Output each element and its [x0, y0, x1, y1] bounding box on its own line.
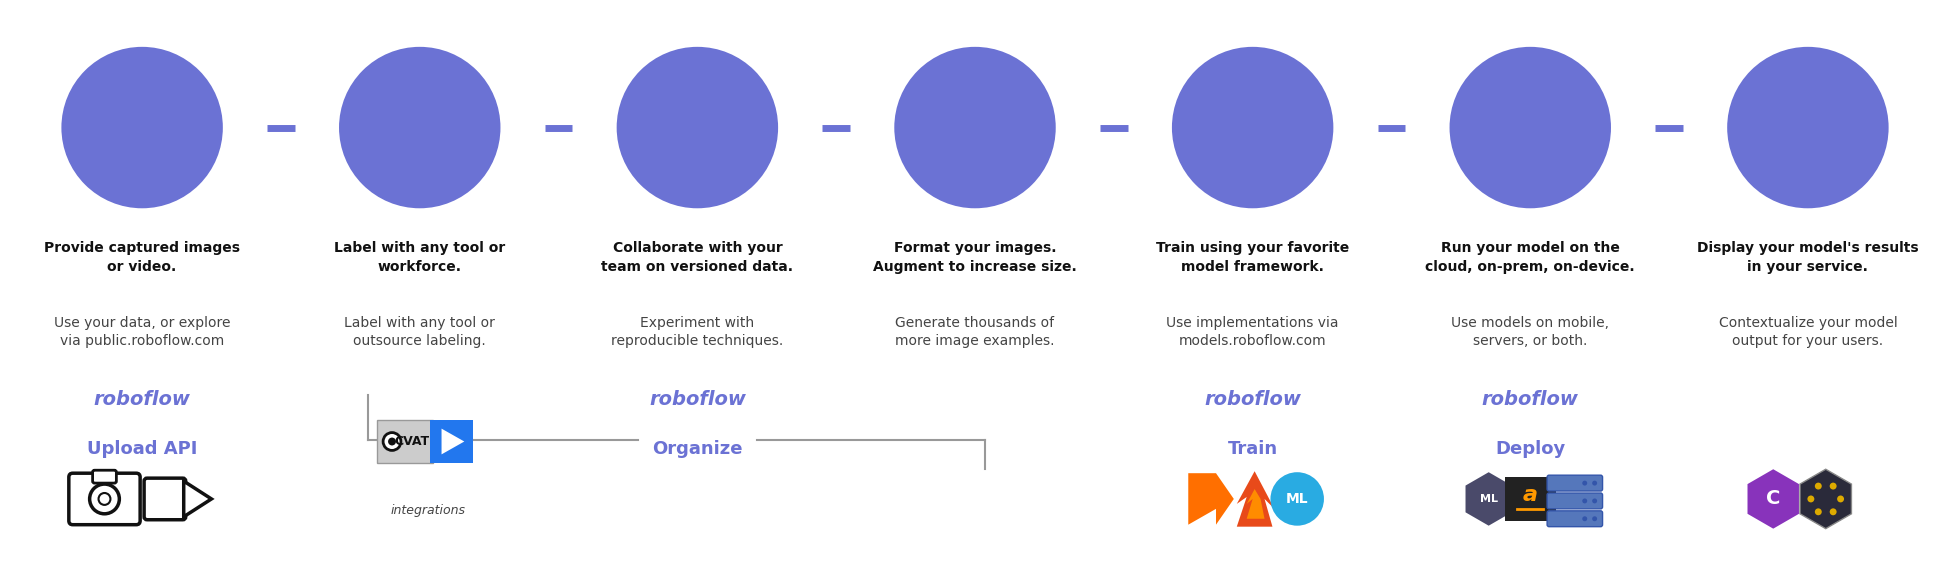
Polygon shape: [1800, 469, 1850, 529]
Circle shape: [1583, 498, 1587, 503]
FancyBboxPatch shape: [1548, 475, 1603, 491]
Polygon shape: [1747, 469, 1800, 529]
Text: Upload API: Upload API: [88, 439, 197, 457]
Text: Deploy: Deploy: [1495, 439, 1566, 457]
Text: Train: Train: [1228, 439, 1279, 457]
Text: Collaborate with your
team on versioned data.: Collaborate with your team on versioned …: [601, 241, 793, 274]
Text: Organize: Organize: [634, 116, 761, 139]
Text: Run your model on the
cloud, on-prem, on-device.: Run your model on the cloud, on-prem, on…: [1425, 241, 1636, 274]
FancyBboxPatch shape: [377, 420, 433, 463]
Circle shape: [1452, 50, 1608, 205]
Circle shape: [621, 50, 775, 205]
Text: Train using your favorite
model framework.: Train using your favorite model framewor…: [1156, 241, 1349, 274]
Text: Collect: Collect: [94, 116, 191, 139]
Circle shape: [1815, 483, 1821, 490]
Text: Use your data, or explore
via public.roboflow.com: Use your data, or explore via public.rob…: [55, 316, 230, 348]
Text: integrations: integrations: [390, 504, 465, 517]
Circle shape: [90, 484, 119, 514]
Circle shape: [98, 493, 111, 505]
Circle shape: [383, 433, 400, 450]
Circle shape: [64, 50, 219, 205]
Text: Experiment with
reproducible techniques.: Experiment with reproducible techniques.: [611, 316, 783, 348]
Text: Label: Label: [381, 116, 459, 139]
Circle shape: [388, 438, 396, 445]
Circle shape: [1731, 50, 1886, 205]
Polygon shape: [183, 481, 211, 517]
Text: CVAT: CVAT: [394, 435, 429, 448]
Circle shape: [1583, 480, 1587, 486]
Polygon shape: [441, 429, 465, 454]
FancyBboxPatch shape: [1548, 493, 1603, 509]
Text: roboflow: roboflow: [1482, 390, 1579, 409]
Text: Organize: Organize: [652, 439, 742, 457]
Circle shape: [342, 50, 498, 205]
Text: Use models on mobile,
servers, or both.: Use models on mobile, servers, or both.: [1450, 316, 1608, 348]
Circle shape: [1829, 483, 1837, 490]
Circle shape: [1593, 498, 1597, 503]
Text: roboflow: roboflow: [1204, 390, 1302, 409]
Text: Provide captured images
or video.: Provide captured images or video.: [45, 241, 240, 274]
Circle shape: [1593, 480, 1597, 486]
Text: Display: Display: [1757, 116, 1860, 139]
FancyBboxPatch shape: [1548, 511, 1603, 526]
Text: Deploy: Deploy: [1482, 116, 1579, 139]
Text: C: C: [1767, 490, 1780, 509]
Text: Process: Process: [921, 116, 1029, 139]
Circle shape: [1593, 516, 1597, 521]
Text: Generate thousands of
more image examples.: Generate thousands of more image example…: [896, 316, 1054, 348]
Circle shape: [1583, 516, 1587, 521]
Circle shape: [1175, 50, 1329, 205]
Polygon shape: [1247, 489, 1265, 519]
FancyBboxPatch shape: [92, 470, 117, 483]
Text: ML: ML: [1480, 494, 1497, 504]
Circle shape: [1808, 495, 1813, 502]
FancyBboxPatch shape: [1505, 477, 1556, 521]
Polygon shape: [1189, 473, 1234, 525]
Text: ML: ML: [1286, 492, 1308, 506]
Polygon shape: [1238, 471, 1275, 526]
Text: Train: Train: [1218, 116, 1288, 139]
Circle shape: [1815, 509, 1821, 516]
Text: Format your images.
Augment to increase size.: Format your images. Augment to increase …: [873, 241, 1078, 274]
Text: roboflow: roboflow: [648, 390, 746, 409]
Circle shape: [1837, 495, 1845, 502]
Text: Label with any tool or
outsource labeling.: Label with any tool or outsource labelin…: [344, 316, 496, 348]
Text: a: a: [1523, 485, 1538, 505]
Circle shape: [1271, 472, 1323, 526]
Text: Use implementations via
models.roboflow.com: Use implementations via models.roboflow.…: [1167, 316, 1339, 348]
Circle shape: [1829, 509, 1837, 516]
Polygon shape: [1466, 472, 1513, 526]
Circle shape: [898, 50, 1052, 205]
Text: Label with any tool or
workforce.: Label with any tool or workforce.: [334, 241, 506, 274]
FancyBboxPatch shape: [68, 473, 141, 525]
Text: Display your model's results
in your service.: Display your model's results in your ser…: [1696, 241, 1919, 274]
FancyBboxPatch shape: [144, 478, 185, 520]
Text: Contextualize your model
output for your users.: Contextualize your model output for your…: [1718, 316, 1897, 348]
Text: roboflow: roboflow: [94, 390, 191, 409]
FancyBboxPatch shape: [429, 420, 472, 463]
